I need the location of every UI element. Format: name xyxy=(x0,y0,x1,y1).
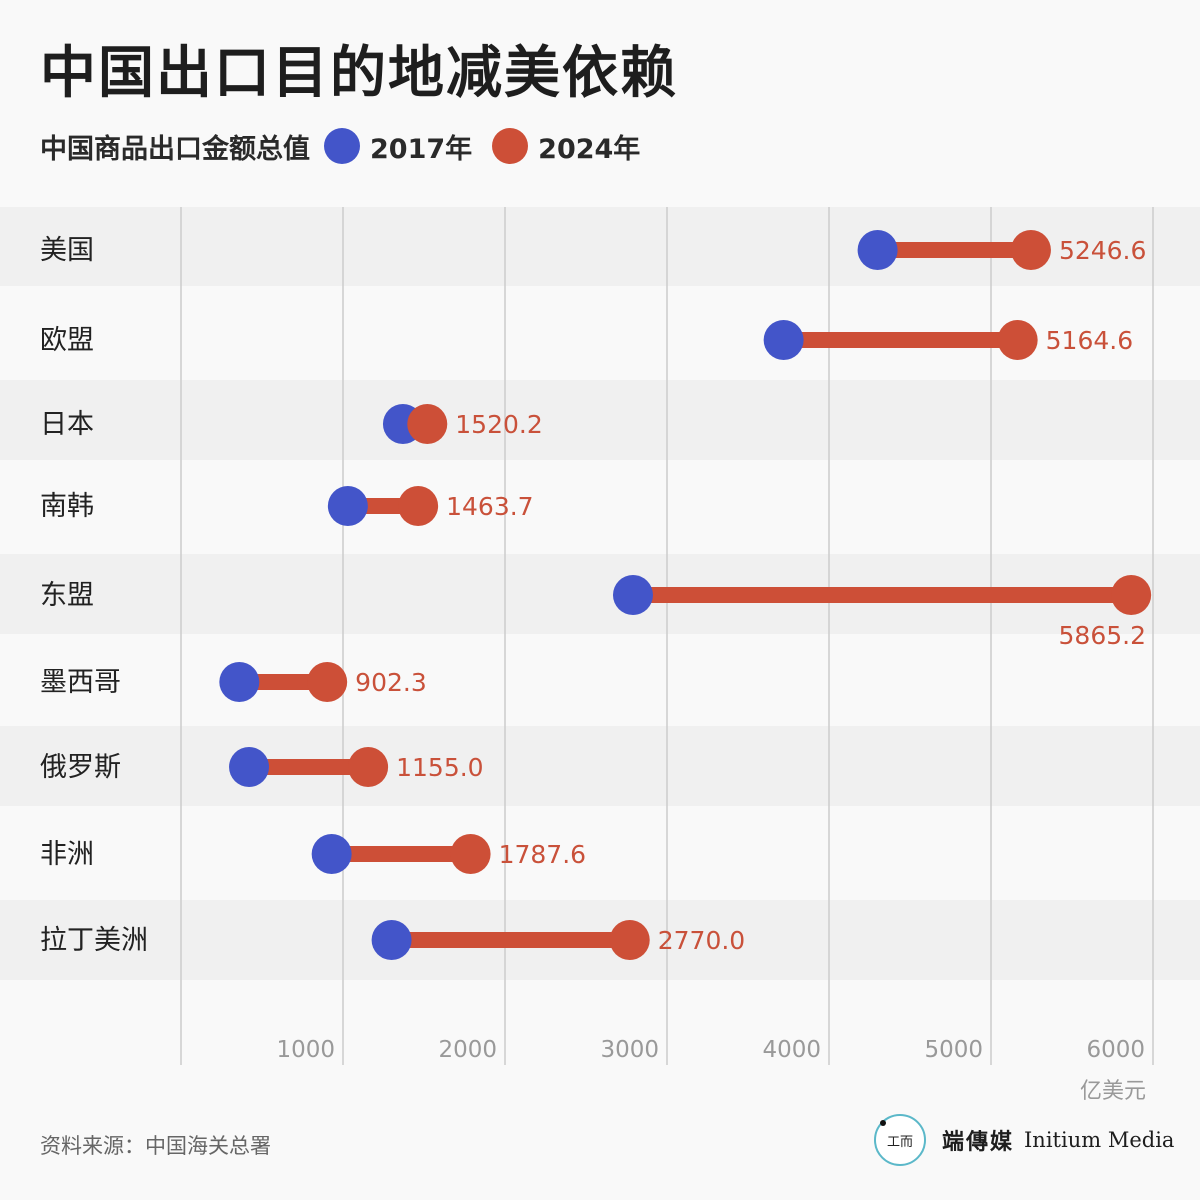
point-2024 xyxy=(450,834,491,874)
x-tick-label: 2000 xyxy=(438,1037,497,1063)
point-2024 xyxy=(398,486,439,526)
logo-mark: 工而 xyxy=(886,1134,913,1150)
logo-english-name: Initium Media xyxy=(1024,1128,1175,1152)
x-unit-label: 亿美元 xyxy=(1080,1079,1146,1104)
point-2024 xyxy=(1010,230,1051,270)
category-label: 东盟 xyxy=(40,580,94,611)
point-2024 xyxy=(348,747,389,787)
legend-2024-swatch xyxy=(492,128,529,164)
logo-dot-icon xyxy=(880,1120,886,1126)
point-2024 xyxy=(307,662,348,702)
publisher-logo: 工而 端傳媒 Initium Media xyxy=(874,1114,1174,1166)
value-label-2024: 1520.2 xyxy=(455,410,542,439)
point-2017 xyxy=(763,320,804,360)
category-label: 拉丁美洲 xyxy=(40,925,148,956)
point-2017 xyxy=(219,662,260,702)
point-2017 xyxy=(229,747,270,787)
x-tick-label: 1000 xyxy=(276,1037,335,1063)
value-label-2024: 1155.0 xyxy=(396,753,483,782)
value-label-2024: 1787.6 xyxy=(499,840,586,869)
logo-icon: 工而 xyxy=(874,1114,926,1166)
chart-title: 中国出口目的地减美依赖 xyxy=(40,41,678,106)
legend-2017-label: 2017年 xyxy=(370,133,473,165)
legend-2017-swatch xyxy=(324,128,360,164)
point-2017 xyxy=(327,486,368,526)
row-band xyxy=(0,380,1200,460)
value-label-2024: 5865.2 xyxy=(1059,621,1146,650)
row-band xyxy=(0,726,1200,806)
point-2024 xyxy=(407,404,448,444)
point-2017 xyxy=(371,920,412,960)
legend-2024-label: 2024年 xyxy=(538,133,641,165)
value-label-2024: 2770.0 xyxy=(658,926,745,955)
source-note: 资料来源：中国海关总署 xyxy=(40,1134,271,1158)
category-label: 欧盟 xyxy=(40,325,94,356)
point-2024 xyxy=(1111,575,1152,615)
point-2017 xyxy=(311,834,352,874)
legend-title: 中国商品出口金额总值 xyxy=(40,133,310,165)
value-label-2024: 1463.7 xyxy=(446,492,533,521)
point-2017 xyxy=(857,230,898,270)
x-tick-label: 4000 xyxy=(762,1037,821,1063)
category-label: 美国 xyxy=(40,235,94,266)
value-label-2024: 902.3 xyxy=(355,668,427,697)
category-label: 俄罗斯 xyxy=(40,752,121,783)
legend: 中国商品出口金额总值 2017年 2024年 xyxy=(40,124,646,168)
point-2017 xyxy=(612,575,653,615)
value-label-2024: 5164.6 xyxy=(1046,326,1133,355)
category-label: 南韩 xyxy=(40,491,94,522)
x-tick-label: 3000 xyxy=(600,1037,659,1063)
x-tick-label: 5000 xyxy=(924,1037,983,1063)
point-2024 xyxy=(997,320,1038,360)
value-label-2024: 5246.6 xyxy=(1059,236,1146,265)
logo-chinese-name: 端傳媒 xyxy=(942,1129,1015,1155)
category-label: 墨西哥 xyxy=(40,667,121,698)
category-label: 日本 xyxy=(40,409,94,440)
x-tick-label: 6000 xyxy=(1086,1037,1145,1063)
point-2024 xyxy=(609,920,650,960)
category-label: 非洲 xyxy=(40,839,94,870)
